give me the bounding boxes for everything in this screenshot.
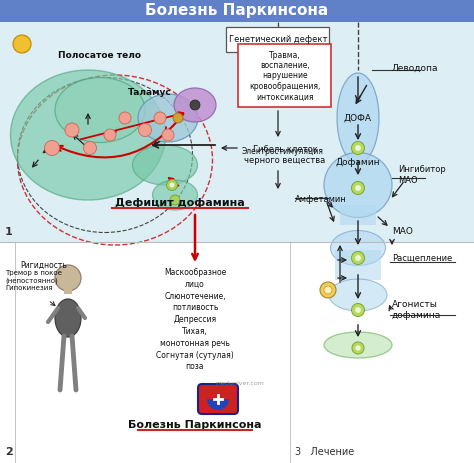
- Text: 2: 2: [5, 447, 13, 457]
- Text: Гибель клеток
черного вещества: Гибель клеток черного вещества: [245, 145, 326, 165]
- Circle shape: [352, 181, 365, 194]
- Text: 3   Лечение: 3 Лечение: [295, 447, 354, 457]
- Ellipse shape: [337, 73, 379, 163]
- Text: 1: 1: [5, 227, 13, 237]
- Ellipse shape: [324, 152, 392, 218]
- Circle shape: [166, 180, 177, 190]
- Wedge shape: [207, 399, 229, 410]
- Text: Болезнь Паркинсона: Болезнь Паркинсона: [128, 420, 262, 430]
- Circle shape: [170, 182, 174, 188]
- Circle shape: [355, 255, 361, 261]
- Circle shape: [65, 123, 79, 137]
- Circle shape: [119, 112, 131, 124]
- FancyBboxPatch shape: [227, 26, 329, 51]
- Bar: [0, 0, 474, 22]
- Ellipse shape: [330, 231, 385, 265]
- Text: Агонисты
дофамина: Агонисты дофамина: [392, 300, 441, 319]
- Text: Тремор в покое
(непостоянно)
Гипокинезия: Тремор в покое (непостоянно) Гипокинезия: [5, 270, 62, 291]
- Ellipse shape: [55, 299, 81, 337]
- Circle shape: [352, 342, 364, 354]
- Circle shape: [170, 195, 180, 205]
- Text: Маскообразное
лицо
Слюнотечение,
потливость
Депрессия
Тихая,
монотонная речь
Сог: Маскообразное лицо Слюнотечение, потливо…: [156, 268, 234, 371]
- Text: МАО: МАО: [392, 227, 413, 237]
- Text: Дофамин: Дофамин: [336, 158, 380, 167]
- Circle shape: [162, 129, 174, 141]
- Circle shape: [355, 145, 361, 151]
- Text: Амфетамин: Амфетамин: [295, 195, 347, 205]
- Circle shape: [173, 113, 183, 123]
- Ellipse shape: [324, 332, 392, 358]
- Circle shape: [83, 142, 97, 155]
- Circle shape: [154, 112, 166, 124]
- FancyBboxPatch shape: [198, 384, 238, 414]
- Text: Таламус: Таламус: [128, 88, 172, 97]
- Bar: [64, 286, 72, 294]
- FancyBboxPatch shape: [238, 44, 331, 106]
- Text: Ингибитор
МАО: Ингибитор МАО: [398, 165, 446, 185]
- Circle shape: [190, 100, 200, 110]
- Ellipse shape: [138, 94, 198, 142]
- Circle shape: [13, 35, 31, 53]
- Text: Генетический дефект: Генетический дефект: [229, 35, 327, 44]
- Circle shape: [355, 185, 361, 191]
- Text: Дефицит дофамина: Дефицит дофамина: [115, 198, 245, 208]
- Text: Ригидность: Ригидность: [20, 261, 67, 270]
- Ellipse shape: [174, 88, 216, 122]
- Text: Леводопа: Леводопа: [392, 63, 438, 73]
- Ellipse shape: [133, 145, 198, 185]
- Ellipse shape: [10, 70, 165, 200]
- Ellipse shape: [329, 279, 387, 311]
- Bar: [0, 22, 474, 242]
- Circle shape: [138, 124, 152, 137]
- Circle shape: [352, 142, 365, 155]
- Text: meduniver.com: meduniver.com: [215, 381, 264, 386]
- Circle shape: [55, 265, 81, 291]
- Circle shape: [356, 345, 361, 350]
- Circle shape: [352, 251, 365, 264]
- Text: Полосатое тело: Полосатое тело: [58, 51, 141, 60]
- Ellipse shape: [55, 77, 145, 143]
- Text: Травма,
воспаление,
нарушение
кровообращения,
интоксикация: Травма, воспаление, нарушение кровообращ…: [249, 51, 321, 101]
- Text: Расщепление: Расщепление: [392, 254, 452, 263]
- Bar: [335, 250, 381, 280]
- Bar: [340, 205, 376, 225]
- Circle shape: [104, 129, 116, 141]
- Text: Болезнь Паркинсона: Болезнь Паркинсона: [146, 4, 328, 19]
- Circle shape: [355, 307, 361, 313]
- Circle shape: [352, 304, 365, 317]
- Text: Электростимуляция: Электростимуляция: [242, 147, 324, 156]
- Circle shape: [324, 286, 332, 294]
- Ellipse shape: [153, 180, 198, 210]
- Circle shape: [320, 282, 336, 298]
- Text: ДОФА: ДОФА: [344, 113, 372, 123]
- Circle shape: [45, 140, 60, 156]
